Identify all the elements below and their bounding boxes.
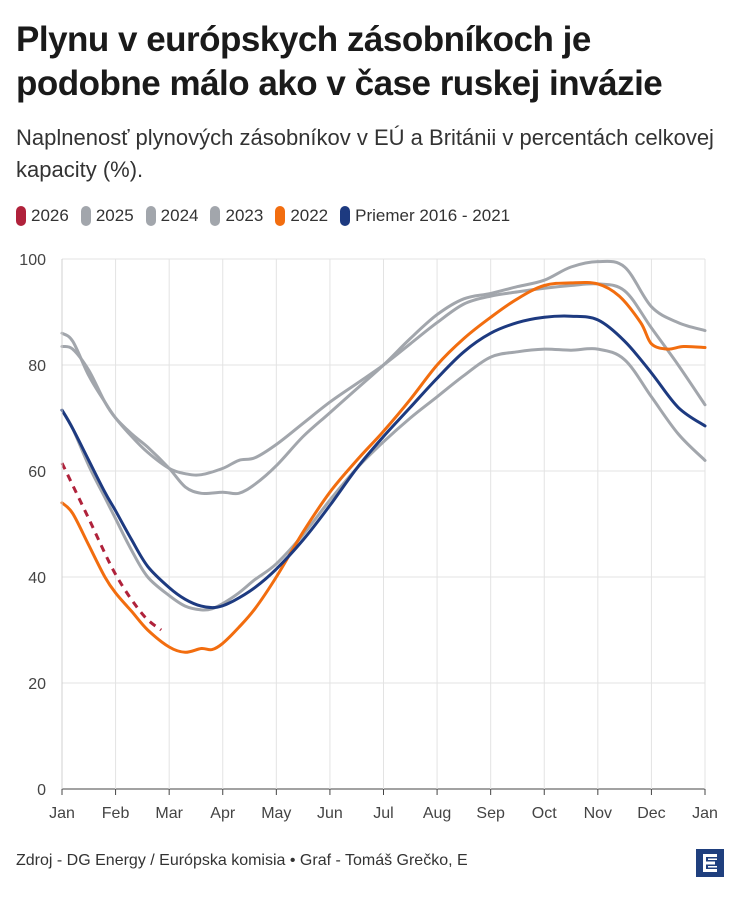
x-tick-label: Apr xyxy=(210,805,236,822)
line-chart: 0 20 40 60 80 100 Jan Feb Mar Apr May Jun Jul Aug Sep O… xyxy=(0,240,738,830)
legend-item: 2024 xyxy=(146,206,199,226)
x-tick-label: Jan xyxy=(49,805,75,822)
legend-item: 2022 xyxy=(275,206,328,226)
y-tick-label: 60 xyxy=(28,464,46,481)
legend-swatch xyxy=(16,206,26,226)
x-tick-label: May xyxy=(261,805,291,822)
legend-item: 2023 xyxy=(210,206,263,226)
y-tick-label: 100 xyxy=(19,252,46,269)
x-tick-label: Aug xyxy=(423,805,451,822)
series-line-2026 xyxy=(62,463,161,630)
chart-subtitle: Naplnenosť plynových zásobníkov v EÚ a B… xyxy=(16,122,726,186)
x-tick-label: Oct xyxy=(532,805,557,822)
y-tick-label: 0 xyxy=(37,782,46,799)
legend-label: 2023 xyxy=(225,206,263,226)
legend-swatch xyxy=(146,206,156,226)
legend-label: Priemer 2016 - 2021 xyxy=(355,206,510,226)
legend-swatch xyxy=(210,206,220,226)
y-tick-label: 80 xyxy=(28,358,46,375)
y-tick-label: 20 xyxy=(28,676,46,693)
chart-title: Plynu v európskych zásobníkoch je podobn… xyxy=(16,18,726,106)
legend-swatch xyxy=(81,206,91,226)
x-tick-label: Jan xyxy=(692,805,718,822)
legend-label: 2022 xyxy=(290,206,328,226)
legend-swatch xyxy=(340,206,350,226)
x-tick-label: Jul xyxy=(373,805,393,822)
x-tick-label: Dec xyxy=(637,805,665,822)
x-tick-label: Sep xyxy=(476,805,505,822)
grid xyxy=(62,259,705,789)
legend-item: 2026 xyxy=(16,206,69,226)
footer-source: Zdroj - DG Energy / Európska komisia • G… xyxy=(16,852,468,870)
legend-item: Priemer 2016 - 2021 xyxy=(340,206,510,226)
e-logo-icon xyxy=(696,849,724,877)
x-tick-label: Jun xyxy=(317,805,343,822)
legend-label: 2025 xyxy=(96,206,134,226)
y-tick-label: 40 xyxy=(28,570,46,587)
legend-label: 2024 xyxy=(161,206,199,226)
legend: 2026 2025 2024 2023 2022 Priemer 2016 - 2021 xyxy=(16,203,726,229)
legend-swatch xyxy=(275,206,285,226)
x-tick-label: Mar xyxy=(155,805,183,822)
legend-label: 2026 xyxy=(31,206,69,226)
x-tick-label: Nov xyxy=(584,805,612,822)
legend-item: 2025 xyxy=(81,206,134,226)
x-tick-label: Feb xyxy=(102,805,130,822)
